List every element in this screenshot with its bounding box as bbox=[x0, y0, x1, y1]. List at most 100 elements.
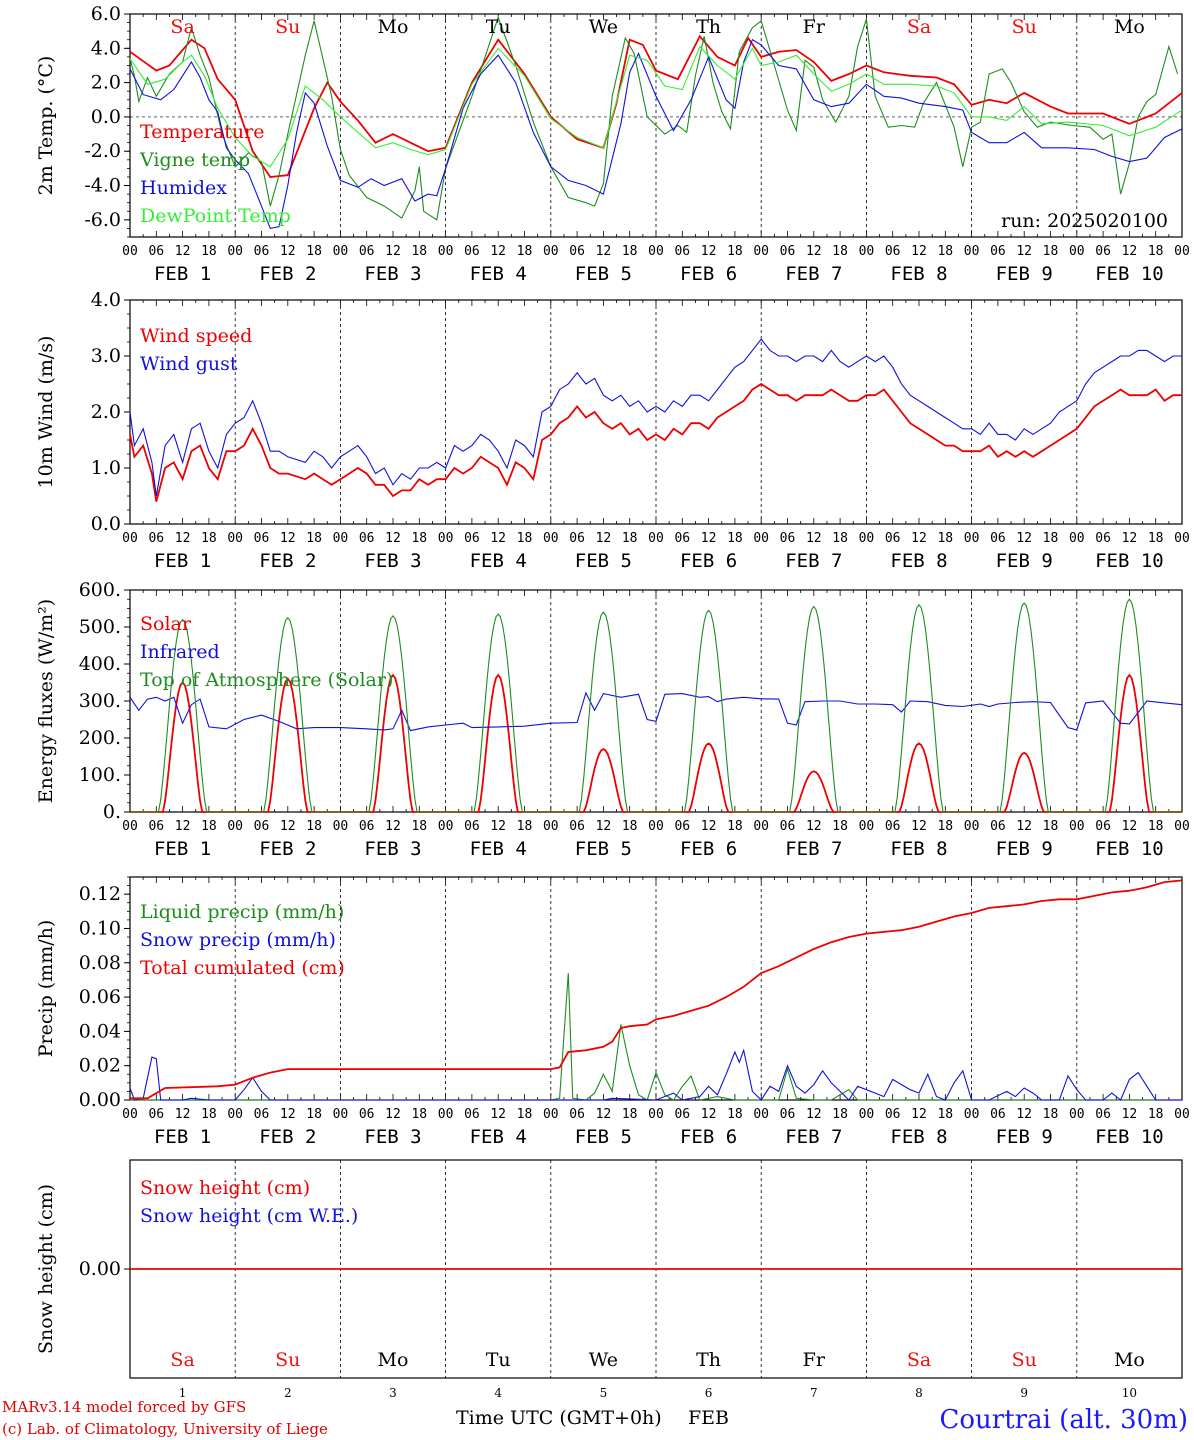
x-hour-label: 18 bbox=[937, 531, 953, 546]
day-number-label: 6 bbox=[705, 1386, 713, 1400]
x-hour-label: 00 bbox=[648, 1107, 664, 1122]
x-hour-label: 18 bbox=[937, 244, 953, 259]
weekday-label: Tu bbox=[486, 1349, 511, 1371]
x-date-label: FEB 6 bbox=[680, 263, 737, 285]
x-hour-label: 18 bbox=[1148, 531, 1164, 546]
x-hour-label: 00 bbox=[648, 819, 664, 834]
x-date-label: FEB 5 bbox=[575, 263, 632, 285]
x-hour-label: 00 bbox=[1069, 531, 1085, 546]
series-line-total-cumulated-cm- bbox=[130, 879, 1183, 1100]
x-axis-month: FEB bbox=[688, 1407, 729, 1429]
x-hour-label: 12 bbox=[701, 244, 717, 259]
day-number-label: 4 bbox=[494, 1386, 502, 1400]
weekday-label: Sa bbox=[170, 1349, 194, 1371]
x-hour-label: 06 bbox=[990, 1107, 1006, 1122]
x-hour-label: 12 bbox=[806, 244, 822, 259]
x-hour-label: 12 bbox=[596, 531, 612, 546]
x-hour-label: 00 bbox=[227, 244, 243, 259]
x-hour-label: 00 bbox=[859, 244, 875, 259]
x-hour-label: 06 bbox=[254, 1107, 270, 1122]
x-date-label: FEB 5 bbox=[575, 838, 632, 860]
x-date-label: FEB 6 bbox=[680, 1126, 737, 1148]
x-hour-label: 06 bbox=[1095, 1107, 1111, 1122]
x-hour-label: 06 bbox=[359, 531, 375, 546]
series-line-snow-precip-mm-h- bbox=[129, 1048, 1182, 1101]
x-hour-label: 00 bbox=[438, 244, 454, 259]
x-hour-label: 06 bbox=[780, 819, 796, 834]
x-hour-label: 18 bbox=[1043, 1107, 1059, 1122]
y-tick-label: 0.06 bbox=[79, 986, 121, 1008]
x-date-label: FEB 8 bbox=[890, 550, 947, 572]
weekday-label: Su bbox=[275, 16, 300, 38]
x-hour-label: 18 bbox=[727, 819, 743, 834]
day-number-label: 9 bbox=[1020, 1386, 1028, 1400]
x-hour-label: 00 bbox=[1174, 1107, 1190, 1122]
x-axis-title: Time UTC (GMT+0h) bbox=[456, 1407, 662, 1429]
x-hour-label: 06 bbox=[885, 244, 901, 259]
x-hour-label: 00 bbox=[964, 1107, 980, 1122]
x-hour-label: 18 bbox=[411, 1107, 427, 1122]
y-tick-label: -4.0 bbox=[84, 175, 121, 197]
x-hour-label: 06 bbox=[569, 1107, 585, 1122]
weekday-label: Fr bbox=[803, 1349, 826, 1371]
x-date-label: FEB 4 bbox=[470, 550, 527, 572]
x-hour-label: 18 bbox=[411, 244, 427, 259]
x-hour-label: 00 bbox=[543, 531, 559, 546]
legend-entry: Snow height (cm) bbox=[140, 1177, 310, 1199]
y-tick-label: 2.0 bbox=[91, 72, 121, 94]
legend-entry: Temperature bbox=[140, 121, 264, 143]
x-hour-label: 06 bbox=[1095, 244, 1111, 259]
x-hour-label: 06 bbox=[359, 819, 375, 834]
x-hour-label: 06 bbox=[1095, 531, 1111, 546]
energy-ylabel: Energy fluxes (W/m²) bbox=[35, 599, 57, 803]
series-line-humidex bbox=[129, 38, 1183, 230]
x-hour-label: 00 bbox=[1069, 819, 1085, 834]
y-tick-label: 2.0 bbox=[91, 401, 121, 423]
x-hour-label: 00 bbox=[543, 1107, 559, 1122]
y-tick-label: 3.0 bbox=[91, 345, 121, 367]
x-date-label: FEB 10 bbox=[1095, 838, 1164, 860]
x-hour-label: 12 bbox=[175, 1107, 191, 1122]
x-hour-label: 18 bbox=[517, 819, 533, 834]
x-hour-label: 12 bbox=[806, 1107, 822, 1122]
x-hour-label: 12 bbox=[490, 531, 506, 546]
x-hour-label: 06 bbox=[464, 1107, 480, 1122]
precip-panel: 0.12 0.10 0.08 0.06 0.04 0.02 0.00 Precip (mm/h… bbox=[35, 876, 1190, 1148]
series-line-wind-gust bbox=[129, 338, 1182, 497]
x-hour-label: 12 bbox=[385, 819, 401, 834]
x-hour-label: 18 bbox=[832, 1107, 848, 1122]
legend-entry: Total cumulated (cm) bbox=[140, 957, 345, 979]
series-line-top-of-atmosphere-solar- bbox=[130, 598, 1182, 813]
legend-entry: Wind speed bbox=[140, 325, 252, 347]
x-hour-label: 06 bbox=[780, 244, 796, 259]
x-hour-label: 06 bbox=[254, 244, 270, 259]
y-tick-label: 500. bbox=[79, 616, 121, 638]
run-label: run: 2025020100 bbox=[1001, 210, 1168, 232]
day-number-label: 3 bbox=[389, 1386, 397, 1400]
y-tick-label: 0.00 bbox=[79, 1258, 121, 1280]
x-hour-label: 12 bbox=[1122, 244, 1138, 259]
x-hour-label: 12 bbox=[175, 819, 191, 834]
x-hour-label: 00 bbox=[438, 531, 454, 546]
x-hour-label: 06 bbox=[674, 531, 690, 546]
x-hour-label: 00 bbox=[333, 244, 349, 259]
x-hour-label: 12 bbox=[596, 1107, 612, 1122]
x-hour-label: 18 bbox=[201, 244, 217, 259]
x-hour-label: 12 bbox=[1016, 1107, 1032, 1122]
x-hour-label: 18 bbox=[727, 1107, 743, 1122]
x-hour-label: 06 bbox=[780, 1107, 796, 1122]
weekday-label: Sa bbox=[907, 1349, 931, 1371]
x-hour-label: 06 bbox=[780, 531, 796, 546]
series-line-solar bbox=[130, 673, 1182, 813]
snow-ylabel: Snow height (cm) bbox=[35, 1184, 57, 1354]
y-tick-label: 0.04 bbox=[79, 1020, 121, 1042]
x-hour-label: 06 bbox=[990, 244, 1006, 259]
x-hour-label: 00 bbox=[753, 244, 769, 259]
x-hour-label: 12 bbox=[490, 1107, 506, 1122]
x-hour-label: 06 bbox=[674, 1107, 690, 1122]
x-date-label: FEB 8 bbox=[890, 1126, 947, 1148]
x-hour-label: 06 bbox=[464, 244, 480, 259]
x-hour-label: 12 bbox=[490, 819, 506, 834]
y-tick-label: 200. bbox=[79, 727, 121, 749]
x-hour-label: 12 bbox=[911, 531, 927, 546]
